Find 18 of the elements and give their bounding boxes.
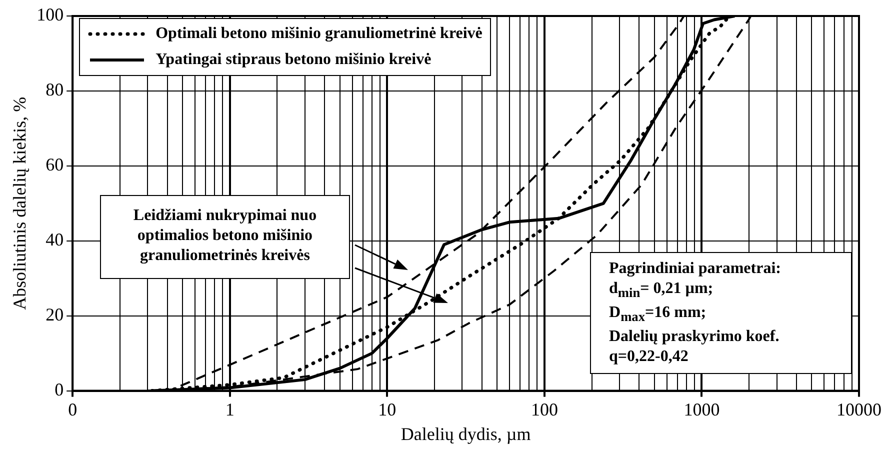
- x-tick-label: 1: [225, 399, 234, 420]
- y-tick-label: 80: [46, 80, 64, 100]
- x-tick-label: 0: [68, 399, 78, 420]
- y-tick-label: 20: [46, 304, 64, 325]
- legend-label: Optimali betono mišinio granuliometrinė kreivė: [156, 24, 482, 44]
- x-tick-label: 10: [378, 399, 396, 420]
- x-tick-label: 1000: [684, 399, 720, 420]
- x-tick-label: 10000: [836, 399, 882, 420]
- y-tick-label: 40: [46, 230, 64, 250]
- x-axis-title: Dalelių dydis, µm: [400, 424, 531, 444]
- y-tick-label: 60: [46, 154, 64, 175]
- note-box: Pagrindiniai parametrai: d$_{min}$= 0,21 µm; D$_{max}$=16 mm; Dalelių praskyrimo koef. q=0,22-0,42: [590, 252, 852, 374]
- y-axis-title: Absoliutinis dalelių kiekis, %: [10, 96, 30, 310]
- legend-label: Ypatingai stipraus betono mišinio kreivė: [156, 50, 432, 70]
- y-tick-label: 0: [54, 380, 64, 400]
- note-box: Leidžiami nukrypimai nuo optimalios betono mišinio granuliometrinės kreivės: [100, 195, 350, 279]
- x-tick-label: 100: [530, 399, 558, 420]
- y-tick-label: 100: [36, 4, 64, 25]
